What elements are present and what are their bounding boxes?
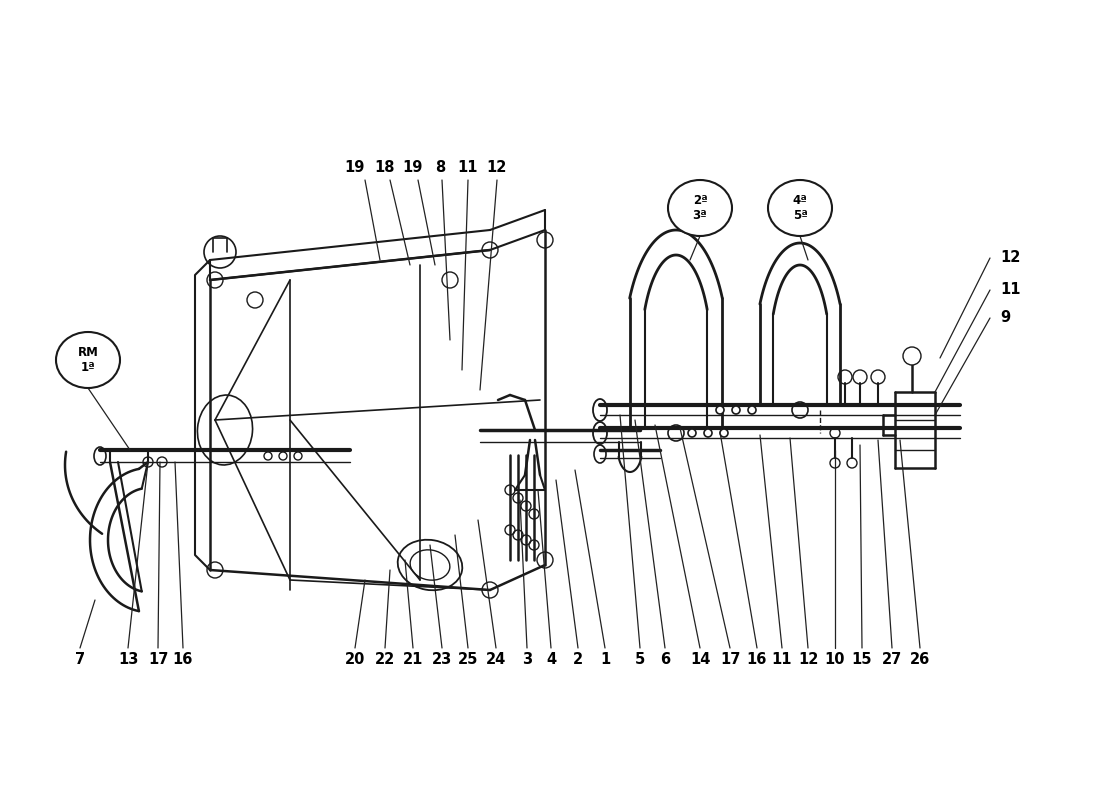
Text: 13: 13 <box>118 653 139 667</box>
Circle shape <box>688 429 696 437</box>
Text: 11: 11 <box>1000 282 1021 298</box>
Text: 12: 12 <box>798 653 818 667</box>
Text: 16: 16 <box>747 653 767 667</box>
Text: 20: 20 <box>344 653 365 667</box>
Circle shape <box>704 429 712 437</box>
Text: 23: 23 <box>432 653 452 667</box>
Text: 3: 3 <box>521 653 532 667</box>
Text: 4: 4 <box>546 653 557 667</box>
Circle shape <box>294 452 302 460</box>
Text: 17: 17 <box>719 653 740 667</box>
Text: 8: 8 <box>434 161 446 175</box>
Text: RM
1ª: RM 1ª <box>78 346 98 374</box>
Text: 11: 11 <box>458 161 478 175</box>
Ellipse shape <box>56 332 120 388</box>
Circle shape <box>716 406 724 414</box>
Circle shape <box>264 452 272 460</box>
Text: 21: 21 <box>403 653 424 667</box>
Text: 22: 22 <box>375 653 395 667</box>
Circle shape <box>903 347 921 365</box>
Text: 12: 12 <box>1000 250 1021 266</box>
Text: 15: 15 <box>851 653 872 667</box>
Text: 16: 16 <box>173 653 194 667</box>
Text: 14: 14 <box>690 653 711 667</box>
Text: 11: 11 <box>772 653 792 667</box>
Text: 12: 12 <box>487 161 507 175</box>
Text: 18: 18 <box>375 161 395 175</box>
Text: 10: 10 <box>825 653 845 667</box>
Text: 27: 27 <box>882 653 902 667</box>
Circle shape <box>279 452 287 460</box>
Text: 25: 25 <box>458 653 478 667</box>
Text: 7: 7 <box>75 653 85 667</box>
Text: 2: 2 <box>573 653 583 667</box>
Ellipse shape <box>668 180 732 236</box>
Text: 9: 9 <box>1000 310 1010 326</box>
Text: 5: 5 <box>635 653 645 667</box>
Circle shape <box>732 406 740 414</box>
Circle shape <box>720 429 728 437</box>
Text: 19: 19 <box>344 161 365 175</box>
Ellipse shape <box>768 180 832 236</box>
Text: 6: 6 <box>660 653 670 667</box>
Text: 19: 19 <box>403 161 424 175</box>
Text: 1: 1 <box>600 653 610 667</box>
Text: 24: 24 <box>486 653 506 667</box>
Text: 4ª
5ª: 4ª 5ª <box>793 194 807 222</box>
Circle shape <box>748 406 756 414</box>
Text: 26: 26 <box>910 653 931 667</box>
Text: 2ª
3ª: 2ª 3ª <box>693 194 707 222</box>
Text: 17: 17 <box>147 653 168 667</box>
